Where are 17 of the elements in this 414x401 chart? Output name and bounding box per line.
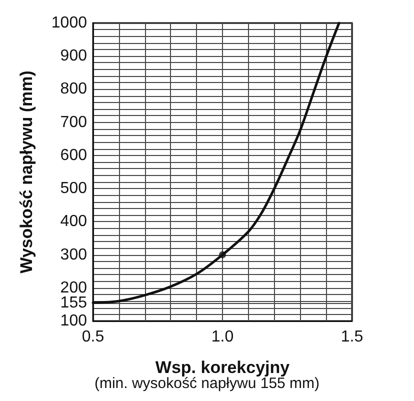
- y-tick-label: 900: [60, 48, 88, 65]
- text: (min. wysokość napływu 155 mm): [94, 375, 320, 392]
- y-tick-label: 400: [60, 213, 88, 230]
- x-tick-label: 1.5: [340, 328, 364, 346]
- y-tick-label: 800: [60, 80, 88, 98]
- y-tick-label: 1000: [51, 14, 88, 32]
- y-tick-label: 155: [60, 294, 88, 312]
- x-tick-label: 0.5: [82, 328, 104, 346]
- y-tick-label: 300: [60, 246, 88, 264]
- y-axis-title: Wysokość napływu (mm): [17, 70, 36, 274]
- y-tick-label: 200: [60, 279, 88, 296]
- y-tick-label: 700: [60, 114, 88, 131]
- x-axis-title: Wsp. korekcyjny: [155, 358, 290, 377]
- y-tick-label: 100: [60, 312, 88, 330]
- y-tick-label: 600: [60, 146, 88, 164]
- y-tick-label: 500: [60, 180, 88, 198]
- x-tick-label: 1.0: [211, 328, 234, 346]
